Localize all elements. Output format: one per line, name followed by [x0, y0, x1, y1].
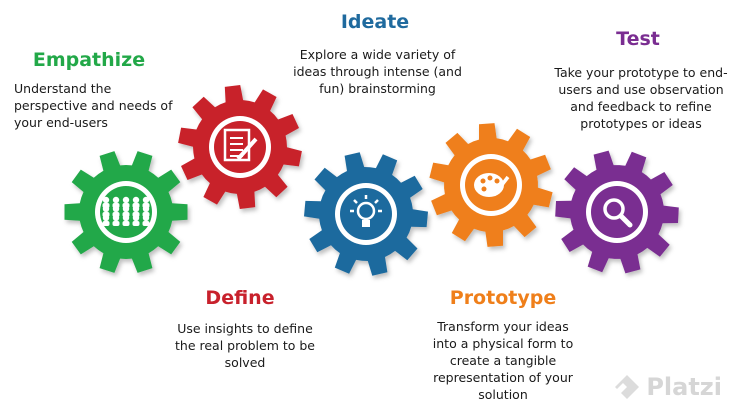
people-group-icon: [102, 196, 150, 226]
platzi-logo-icon: [615, 375, 640, 399]
define-gear: [178, 85, 302, 209]
watermark-text: Platzi: [646, 373, 722, 401]
ideate-gear: [304, 152, 428, 276]
lightbulb-icon: [350, 195, 382, 227]
paint-palette-icon: [474, 173, 510, 197]
ideate-gear-center: [340, 188, 392, 240]
test-description: Take your prototype to end-users and use…: [554, 65, 728, 131]
define-title: Define: [205, 287, 275, 309]
test-gear-center: [591, 186, 643, 238]
empathize-title: Empathize: [32, 49, 146, 71]
document-pencil-icon: [223, 128, 258, 162]
prototype-description: Transform your ideas into a physical for…: [432, 319, 574, 402]
empathize-gear: [64, 151, 188, 273]
empathize-description: Understand the perspective and needs of …: [14, 81, 173, 130]
define-description: Use insights to define the real problem …: [175, 321, 315, 370]
test-title: Test: [616, 28, 660, 50]
platzi-watermark: Platzi: [614, 373, 722, 401]
ideate-description: Explore a wide variety of ideas through …: [293, 47, 462, 96]
ideate-title: Ideate: [340, 11, 410, 33]
magnifier-icon: [603, 198, 633, 228]
prototype-gear: [429, 123, 553, 247]
test-gear: [555, 150, 679, 274]
prototype-title: Prototype: [449, 287, 557, 309]
